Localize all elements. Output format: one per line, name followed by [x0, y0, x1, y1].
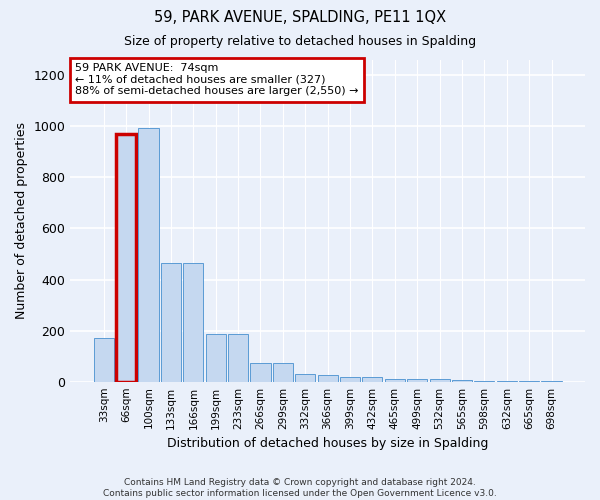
Text: Contains HM Land Registry data © Crown copyright and database right 2024.
Contai: Contains HM Land Registry data © Crown c…: [103, 478, 497, 498]
Bar: [139, 128, 158, 382]
Bar: [206, 334, 226, 382]
Bar: [474, 380, 494, 382]
Bar: [273, 362, 293, 382]
Bar: [295, 374, 316, 382]
Text: 59 PARK AVENUE:  74sqm
← 11% of detached houses are smaller (327)
88% of semi-de: 59 PARK AVENUE: 74sqm ← 11% of detached …: [76, 63, 359, 96]
Bar: [228, 334, 248, 382]
Bar: [94, 338, 114, 382]
X-axis label: Distribution of detached houses by size in Spalding: Distribution of detached houses by size …: [167, 437, 488, 450]
Bar: [116, 134, 136, 382]
Bar: [340, 376, 360, 382]
Bar: [541, 381, 562, 382]
Bar: [407, 378, 427, 382]
Bar: [317, 376, 338, 382]
Bar: [183, 263, 203, 382]
Bar: [452, 380, 472, 382]
Bar: [362, 376, 382, 382]
Bar: [385, 378, 405, 382]
Bar: [519, 381, 539, 382]
Text: 59, PARK AVENUE, SPALDING, PE11 1QX: 59, PARK AVENUE, SPALDING, PE11 1QX: [154, 10, 446, 25]
Bar: [497, 381, 517, 382]
Text: Size of property relative to detached houses in Spalding: Size of property relative to detached ho…: [124, 35, 476, 48]
Y-axis label: Number of detached properties: Number of detached properties: [15, 122, 28, 320]
Bar: [161, 263, 181, 382]
Bar: [430, 379, 449, 382]
Bar: [250, 362, 271, 382]
